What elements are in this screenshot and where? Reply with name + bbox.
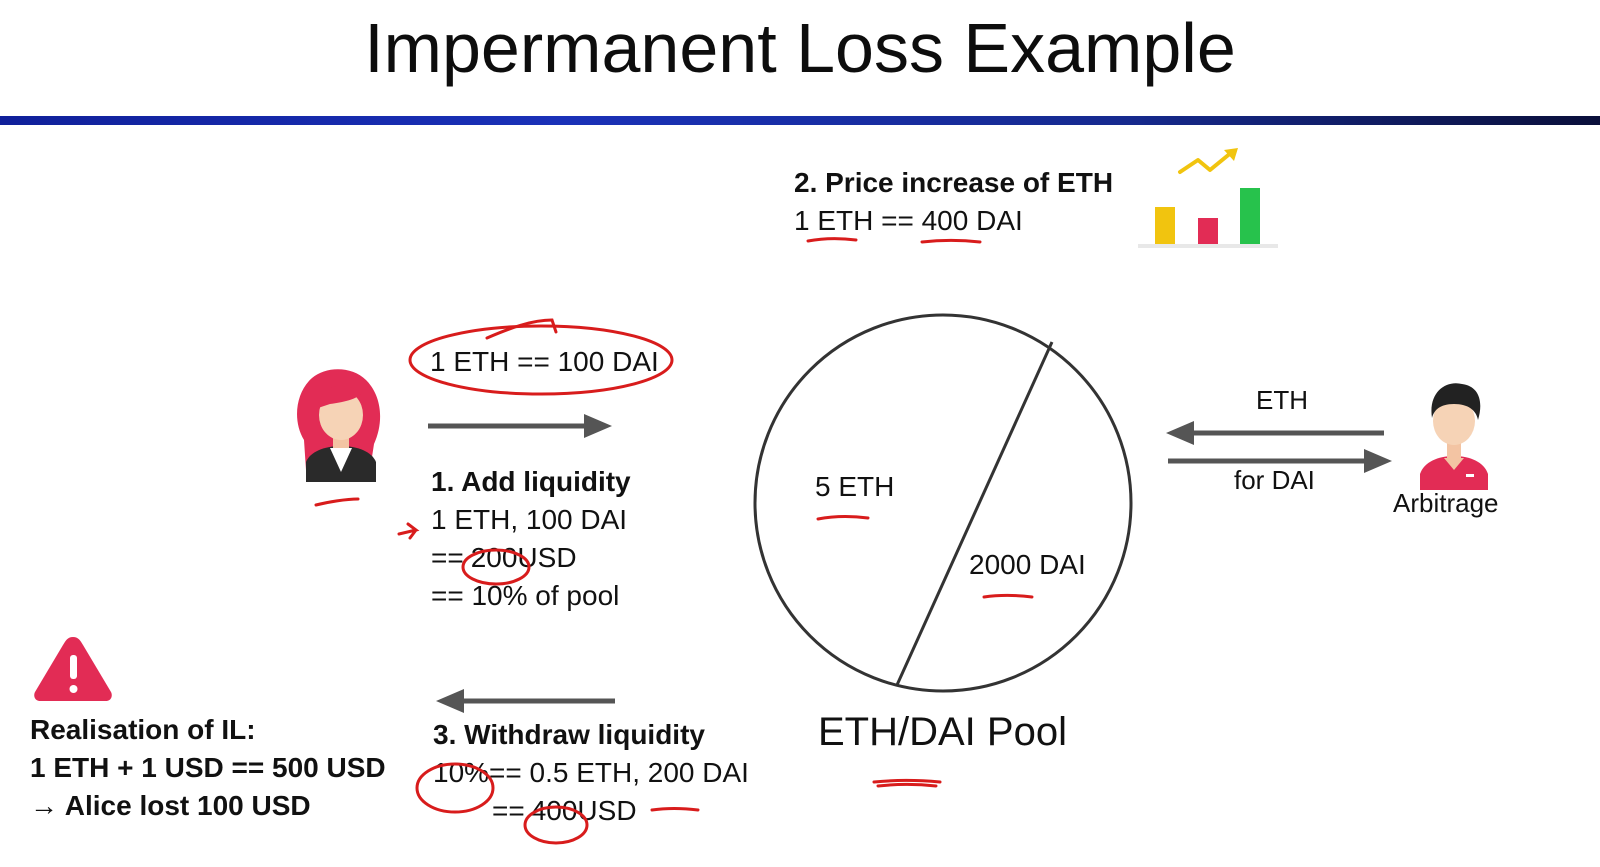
withdraw-arrow <box>436 689 615 713</box>
man-avatar-icon <box>1420 383 1488 490</box>
arb-eth-label: ETH <box>1256 385 1308 415</box>
pool-label: ETH/DAI Pool <box>818 710 1067 754</box>
arb-dai-label: for DAI <box>1234 465 1315 495</box>
realisation-line2: → Alice lost 100 USD <box>30 790 311 821</box>
title-divider <box>0 116 1600 125</box>
woman-avatar-icon <box>297 369 381 482</box>
bar-chart-icon <box>1138 148 1278 248</box>
step3-heading: 3. Withdraw liquidity <box>433 719 705 750</box>
step1-usd-value: 200 <box>470 542 518 573</box>
step1-heading: 1. Add liquidity <box>431 466 631 497</box>
arbitrage-label: Arbitrage <box>1393 488 1499 518</box>
arb-dai-arrow <box>1168 449 1392 473</box>
realisation-heading: Realisation of IL: <box>30 714 256 745</box>
step1-line3: == 10% of pool <box>431 580 620 611</box>
step2-heading: 2. Price increase of ETH <box>794 167 1114 198</box>
step1-line2: == 200USD <box>431 539 577 577</box>
warning-icon <box>34 637 112 701</box>
slide-title: Impermanent Loss Example <box>364 9 1236 87</box>
arb-eth-arrow <box>1166 421 1384 445</box>
step1-line2-prefix: == <box>431 542 464 573</box>
deposit-arrow <box>428 414 612 438</box>
step2-price-line: 1 ETH == 400 DAI <box>794 205 1023 236</box>
step1-usd-unit: USD <box>517 542 577 573</box>
realisation-line1: 1 ETH + 1 USD == 500 USD <box>30 752 386 783</box>
pen-annotations <box>314 237 1034 845</box>
pool-circle <box>753 313 1133 693</box>
step3-amounts: == 0.5 ETH, 200 DAI <box>489 757 749 788</box>
step3-pct: 10% <box>433 757 490 788</box>
pool-eth-amount: 5 ETH <box>815 471 895 502</box>
step3-line1: 10%== 0.5 ETH, 200 DAI <box>433 754 749 792</box>
step1-line1: 1 ETH, 100 DAI <box>431 504 628 535</box>
pool-dai-amount: 2000 DAI <box>969 549 1086 580</box>
step3-line2-prefix: == <box>492 795 525 826</box>
initial-price: 1 ETH == 100 DAI <box>430 346 659 377</box>
